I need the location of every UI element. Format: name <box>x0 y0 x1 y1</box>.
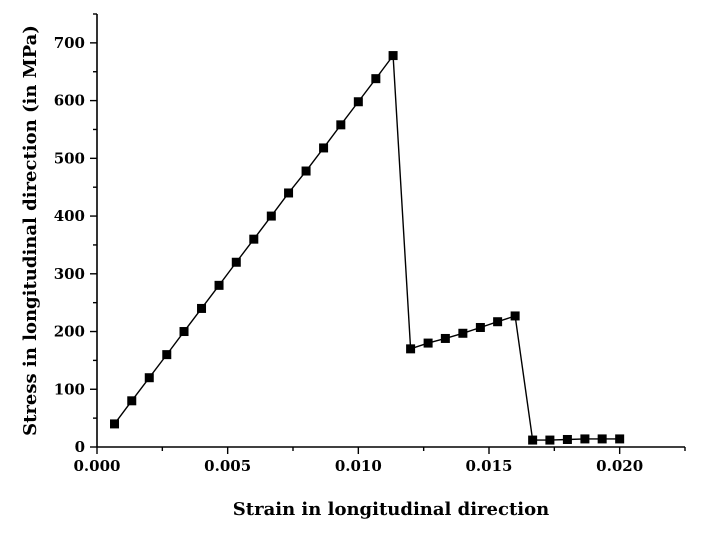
data-point <box>406 344 416 354</box>
data-point <box>336 120 346 130</box>
data-point <box>458 328 468 338</box>
data-point <box>388 51 398 61</box>
data-point <box>284 188 294 198</box>
y-tick-label: 200 <box>54 323 85 341</box>
data-point <box>144 373 154 383</box>
y-tick-label: 400 <box>54 207 85 225</box>
x-ticks: 0.000 0.005 0.010 0.015 0.020 <box>74 447 686 475</box>
x-tick-label: 0.015 <box>466 457 513 475</box>
data-point <box>162 350 172 360</box>
data-point <box>319 143 329 153</box>
data-point <box>528 435 538 445</box>
data-point <box>562 434 572 444</box>
data-point <box>597 434 607 444</box>
series-line <box>113 53 620 441</box>
data-point <box>371 74 381 84</box>
x-tick-label: 0.005 <box>204 457 251 475</box>
data-point <box>179 327 189 337</box>
x-tick-label: 0.020 <box>596 457 643 475</box>
data-point <box>301 166 311 176</box>
x-tick-label: 0.000 <box>74 457 121 475</box>
axes <box>96 14 685 448</box>
x-tick-label: 0.010 <box>335 457 382 475</box>
data-point <box>493 317 503 327</box>
data-point <box>423 338 433 348</box>
data-point <box>197 303 207 313</box>
x-axis-title: Strain in longitudinal direction <box>233 499 549 520</box>
data-point <box>510 311 520 321</box>
y-tick-label: 700 <box>54 34 85 52</box>
series-layer <box>110 51 625 445</box>
data-point <box>440 333 450 343</box>
data-point <box>127 396 137 406</box>
y-ticks: 0 100 200 300 400 500 600 700 <box>54 13 97 456</box>
data-point <box>249 234 259 244</box>
data-point <box>266 211 276 221</box>
data-point <box>214 280 224 290</box>
y-tick-label: 100 <box>54 380 85 398</box>
data-point <box>615 434 625 444</box>
data-point <box>475 322 485 332</box>
data-point <box>545 435 555 445</box>
y-axis-title: Stress in longitudinal direction (in MPa… <box>20 25 41 436</box>
data-point <box>231 257 241 267</box>
y-tick-label: 600 <box>54 92 85 110</box>
y-tick-label: 0 <box>75 438 85 456</box>
y-tick-label: 300 <box>54 265 85 283</box>
data-point <box>580 434 590 444</box>
data-point <box>353 97 363 107</box>
data-point <box>110 419 120 429</box>
y-tick-label: 500 <box>54 149 85 167</box>
